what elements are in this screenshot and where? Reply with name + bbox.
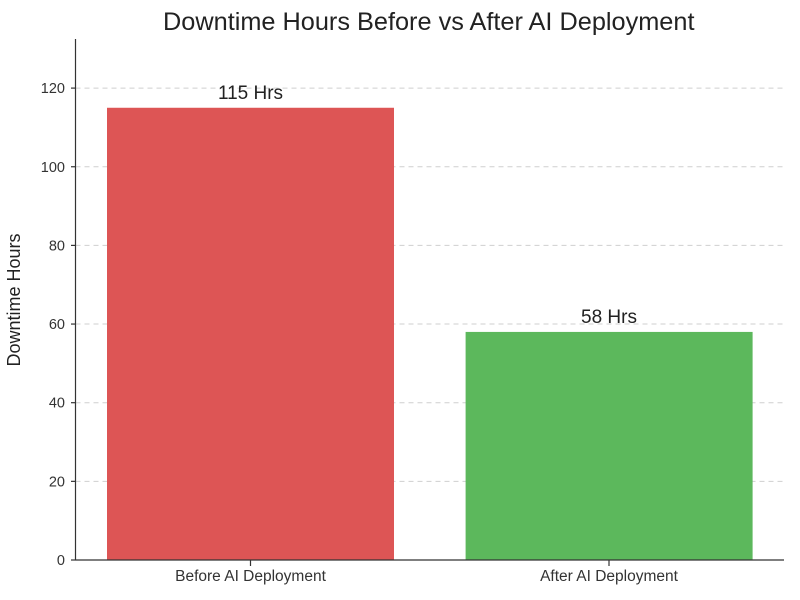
svg-text:Downtime Hours Before vs After: Downtime Hours Before vs After AI Deploy…: [163, 8, 694, 36]
svg-text:115 Hrs: 115 Hrs: [218, 83, 283, 104]
svg-text:Downtime Hours: Downtime Hours: [4, 233, 24, 366]
svg-text:20: 20: [49, 474, 65, 490]
svg-text:58 Hrs: 58 Hrs: [581, 307, 637, 328]
svg-text:40: 40: [49, 396, 65, 412]
svg-text:60: 60: [49, 317, 65, 333]
svg-text:After AI Deployment: After AI Deployment: [540, 568, 679, 585]
svg-text:0: 0: [57, 553, 65, 569]
svg-text:Before AI Deployment: Before AI Deployment: [175, 568, 326, 585]
svg-text:80: 80: [49, 238, 65, 254]
svg-text:100: 100: [41, 160, 65, 176]
svg-text:120: 120: [41, 81, 65, 97]
